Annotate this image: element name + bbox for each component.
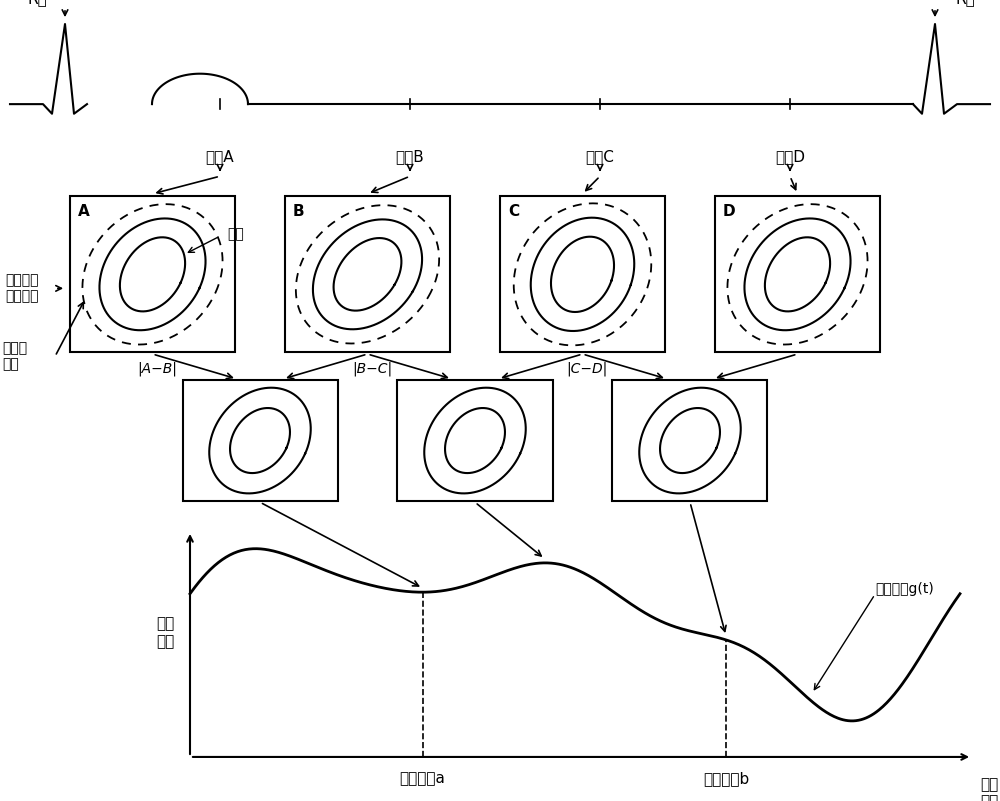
Text: |C−D|: |C−D|	[566, 362, 607, 376]
Bar	[182, 380, 338, 501]
Bar	[612, 380, 767, 501]
Bar	[500, 196, 665, 352]
Text: 感兴趣
区域: 感兴趣 区域	[2, 341, 27, 372]
Text: 心脏
期相: 心脏 期相	[980, 777, 998, 801]
Text: D: D	[723, 204, 736, 219]
Bar	[715, 196, 880, 352]
Text: 期相A: 期相A	[206, 149, 234, 164]
Text: 心脏: 心脏	[228, 227, 244, 241]
Text: |A−B|: |A−B|	[138, 362, 178, 376]
Text: 最优期相b: 最优期相b	[703, 771, 749, 787]
Bar	[70, 196, 235, 352]
Text: 运动曲线g(t): 运动曲线g(t)	[875, 582, 934, 596]
Text: 期相D: 期相D	[775, 149, 805, 164]
Text: C: C	[508, 204, 519, 219]
Text: 期相C: 期相C	[586, 149, 614, 164]
Text: 最优期相a: 最优期相a	[400, 771, 446, 787]
Text: B: B	[293, 204, 305, 219]
Bar	[397, 380, 552, 501]
Text: 运动
程度: 运动 程度	[156, 617, 174, 649]
Text: R波: R波	[955, 0, 975, 6]
Text: A: A	[78, 204, 90, 219]
Bar	[285, 196, 450, 352]
Text: |B−C|: |B−C|	[352, 362, 392, 376]
Text: R波: R波	[27, 0, 47, 6]
Text: 不同期相
重建图像: 不同期相 重建图像	[5, 273, 38, 304]
Text: 期相B: 期相B	[396, 149, 424, 164]
